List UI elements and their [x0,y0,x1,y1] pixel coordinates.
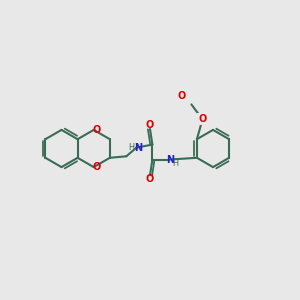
Text: H: H [172,159,178,168]
Text: O: O [178,91,186,100]
Text: H: H [129,143,135,152]
Text: O: O [93,162,101,172]
Text: O: O [198,114,207,124]
Text: O: O [145,174,154,184]
Text: O: O [145,120,154,130]
Text: O: O [198,114,207,124]
Text: N: N [166,154,174,165]
Text: O: O [93,125,101,135]
Text: N: N [134,142,142,153]
